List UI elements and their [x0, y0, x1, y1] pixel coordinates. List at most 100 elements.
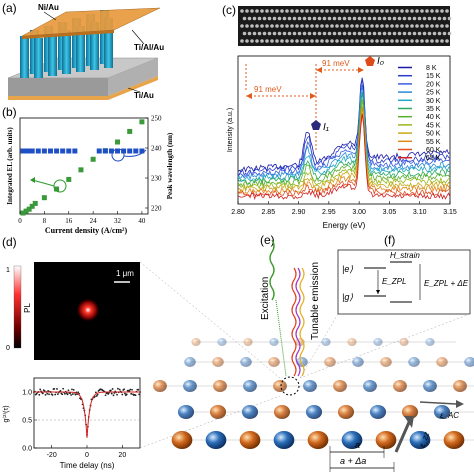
- stm-atom: [267, 31, 272, 36]
- stm-atom: [445, 39, 449, 43]
- stm-atom: [255, 39, 259, 43]
- stm-atom: [405, 39, 409, 43]
- stm-atom: [275, 9, 279, 13]
- atom-n: [352, 357, 364, 367]
- pentagon-i1: [311, 120, 321, 130]
- legend-label: 25 K: [426, 90, 441, 97]
- g2-point: [96, 393, 99, 396]
- x-tick-label: 16: [65, 217, 73, 225]
- atom-b: [324, 357, 336, 367]
- stm-atom: [252, 16, 257, 21]
- g2-point: [129, 388, 132, 391]
- atom-n: [303, 380, 317, 392]
- stm-atom: [377, 16, 382, 21]
- atom-b: [375, 431, 397, 449]
- stm-atom: [340, 24, 344, 28]
- atom-b: [243, 338, 253, 346]
- stm-atom: [347, 16, 352, 21]
- stm-atom: [387, 16, 392, 21]
- stm-atom: [280, 39, 284, 43]
- stm-atom: [365, 24, 369, 28]
- stm-atom: [415, 39, 419, 43]
- g2-point: [35, 392, 38, 395]
- stm-atom: [412, 16, 417, 21]
- wavelength-point: [72, 148, 78, 154]
- spectrum-line: [237, 91, 451, 183]
- g2-point: [74, 393, 77, 396]
- stm-atom: [270, 9, 274, 13]
- stm-atom: [265, 24, 269, 28]
- stm-atom: [260, 39, 264, 43]
- stm-atom: [445, 9, 449, 13]
- atom-n: [433, 405, 451, 419]
- layer-label-tialau: Ti/Al/Au: [134, 43, 164, 52]
- annotation-91mev-2: 91 meV: [322, 59, 350, 68]
- stm-atom: [440, 9, 444, 13]
- stm-atom: [407, 31, 412, 36]
- x-tick-label: 40: [138, 217, 146, 225]
- stm-atom: [407, 16, 412, 21]
- wavelength-point: [133, 148, 139, 154]
- layer-label-tiau: Ti/Au: [134, 91, 154, 100]
- stm-atom: [310, 9, 314, 13]
- stm-atom: [312, 31, 317, 36]
- stm-atom: [330, 9, 334, 13]
- stm-atom: [395, 24, 399, 28]
- atom-n: [205, 431, 227, 449]
- peak-label-i0: I₀: [377, 56, 384, 67]
- stm-atom: [247, 16, 252, 21]
- g2-point: [109, 389, 112, 392]
- stm-atom: [382, 16, 387, 21]
- energy-level-box: [337, 249, 471, 315]
- stm-atom: [377, 31, 382, 36]
- spectrum-line: [237, 113, 451, 197]
- stm-atom: [405, 24, 409, 28]
- stm-atom: [357, 31, 362, 36]
- stm-atom: [277, 16, 282, 21]
- stm-atom: [435, 24, 439, 28]
- stm-atom: [350, 9, 354, 13]
- wavelength-point: [121, 148, 127, 154]
- stm-atom: [335, 9, 339, 13]
- panel-b: (b) 0 8 16 24 32 40 220 230 240 250 Current dens…: [2, 105, 174, 235]
- atom-n: [217, 338, 227, 346]
- el-point: [115, 139, 121, 145]
- stm-atom: [325, 9, 329, 13]
- x-tick-label: 3.15: [443, 209, 457, 216]
- stm-atom: [365, 39, 369, 43]
- stm-atom: [417, 31, 422, 36]
- stm-atom: [445, 24, 449, 28]
- el-point: [41, 195, 47, 201]
- stm-atom: [412, 31, 417, 36]
- stm-atom: [432, 31, 437, 36]
- y-tick-label: 240: [151, 145, 162, 153]
- panel-a: (a) Ni/Au Ti/Al/Au Ti/Au: [2, 1, 164, 100]
- g2-point: [128, 390, 131, 392]
- g2-point: [72, 388, 75, 391]
- stm-atom: [292, 16, 297, 21]
- highlight-circle-blue: [111, 148, 125, 162]
- stm-atom: [400, 9, 404, 13]
- g2-point: [48, 393, 50, 396]
- stm-atom: [447, 31, 452, 36]
- stm-atom: [410, 39, 414, 43]
- emission-wave-1: [291, 267, 297, 377]
- x-tick-label: 2.80: [231, 209, 245, 216]
- stm-atom: [290, 39, 294, 43]
- stm-atom: [330, 24, 334, 28]
- atom-b: [333, 380, 347, 392]
- g2-point: [46, 392, 49, 395]
- g2-point: [71, 388, 73, 391]
- stm-atom: [370, 24, 374, 28]
- stm-atom: [430, 9, 434, 13]
- g2-point: [111, 388, 114, 390]
- atom-b: [443, 431, 465, 449]
- atom-n: [363, 380, 377, 392]
- stm-atom: [362, 31, 367, 36]
- stm-atom: [422, 31, 427, 36]
- peak-label-i1: I₁: [323, 122, 329, 133]
- x-tick-label: 24: [90, 217, 98, 225]
- h-strain-label: H_strain: [390, 251, 420, 260]
- wavelength-point: [54, 148, 60, 154]
- g2-point: [62, 387, 65, 390]
